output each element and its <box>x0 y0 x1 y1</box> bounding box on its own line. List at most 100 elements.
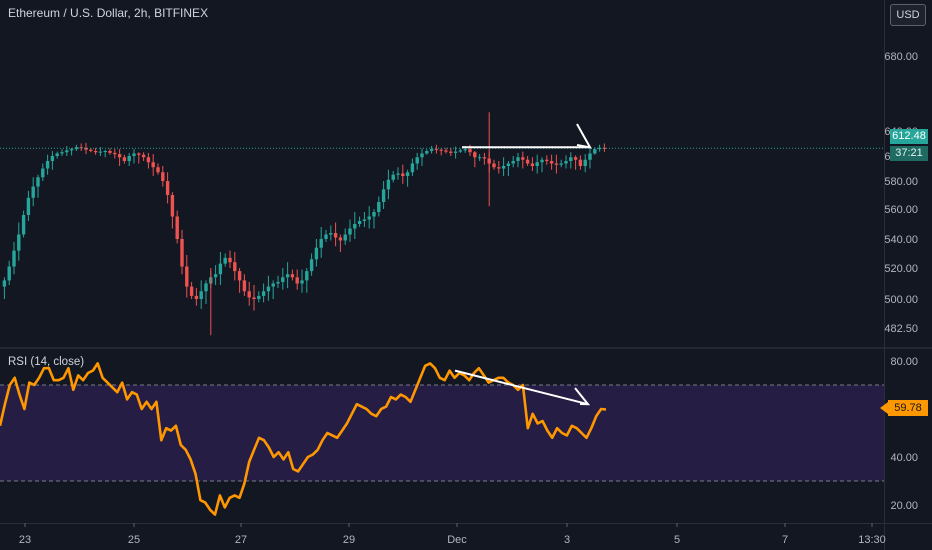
candle-body <box>50 156 55 161</box>
time-tick-label: 29 <box>343 534 355 546</box>
candle-body <box>127 156 131 161</box>
candle-body <box>362 219 367 221</box>
candle-body <box>161 172 165 181</box>
candle-body <box>564 161 568 164</box>
candle-body <box>122 157 127 161</box>
candle-body <box>31 186 35 198</box>
candle-body <box>573 157 578 160</box>
candle-body <box>535 162 539 166</box>
candle-body <box>593 149 597 154</box>
candle <box>530 157 535 171</box>
countdown-label: 37:21 <box>890 146 928 161</box>
price-tick-label: 580.00 <box>884 176 918 188</box>
candle-body <box>194 295 199 299</box>
candle-body <box>189 286 194 296</box>
candle <box>36 174 40 198</box>
candle-body <box>17 234 21 251</box>
candle-body <box>396 173 400 175</box>
candle-body <box>511 161 515 164</box>
candle-body <box>257 295 261 299</box>
candle <box>151 154 155 176</box>
candle-body <box>353 224 357 229</box>
candle <box>492 159 496 170</box>
candle <box>26 190 31 221</box>
candle-body <box>84 147 88 150</box>
candle <box>545 155 549 165</box>
candle <box>420 148 424 166</box>
rsi-panel <box>0 362 607 516</box>
candle <box>578 155 583 170</box>
candle-body <box>492 163 496 168</box>
candle <box>156 163 160 175</box>
price-tick-label: 540.00 <box>884 234 918 246</box>
candle <box>285 262 290 289</box>
time-tick-label: 13:30 <box>858 534 886 546</box>
candle-body <box>521 157 525 160</box>
candle <box>290 269 295 281</box>
candle-body <box>463 149 467 151</box>
candle-body <box>165 181 170 195</box>
candle-body <box>69 149 74 151</box>
candle-body <box>386 179 391 190</box>
candle <box>353 212 357 239</box>
candle-body <box>36 177 40 187</box>
candle <box>525 156 530 166</box>
candle-body <box>405 172 410 176</box>
candle-body <box>497 167 501 169</box>
candle <box>79 143 83 151</box>
candle <box>108 148 112 155</box>
candle-body <box>113 152 117 155</box>
candle <box>117 149 122 166</box>
candle-body <box>391 174 395 180</box>
candle <box>429 146 434 154</box>
candle-body <box>540 159 544 163</box>
candle <box>84 142 88 155</box>
candle <box>521 151 525 169</box>
candle <box>228 250 232 268</box>
candle <box>132 149 136 164</box>
candle <box>276 275 280 289</box>
candle <box>218 252 223 286</box>
candle-body <box>55 153 59 156</box>
candle-body <box>444 150 448 152</box>
candle <box>569 152 573 169</box>
candle-body <box>74 147 79 150</box>
candle-body <box>290 274 295 278</box>
candle <box>549 154 554 170</box>
candle-body <box>477 157 482 159</box>
candle-body <box>348 228 352 235</box>
candle-body <box>233 262 237 272</box>
candle-body <box>357 221 362 224</box>
candle-body <box>141 154 146 158</box>
candle <box>453 146 458 159</box>
candle <box>588 148 592 169</box>
candle <box>449 147 453 156</box>
annotations <box>454 123 592 406</box>
candle <box>535 154 539 174</box>
candle <box>7 260 11 286</box>
candle <box>189 281 194 299</box>
candle <box>511 156 515 168</box>
candle <box>329 225 333 241</box>
candle <box>98 147 103 156</box>
candle <box>242 274 247 296</box>
candle-body <box>434 149 439 151</box>
candle-body <box>425 151 429 154</box>
candle <box>103 149 107 158</box>
currency-button[interactable]: USD <box>890 4 926 26</box>
candle <box>314 239 319 267</box>
candle <box>559 159 563 168</box>
candle <box>266 275 271 301</box>
time-tick-label: Dec <box>447 534 467 546</box>
candle <box>93 147 98 155</box>
candle <box>31 177 35 207</box>
candle <box>271 280 275 299</box>
candle <box>367 206 371 229</box>
candle-body <box>45 161 50 169</box>
candle-body <box>458 150 463 152</box>
candle-body <box>156 167 160 173</box>
price-tick-label: 520.00 <box>884 263 918 275</box>
candle <box>482 152 487 165</box>
candle <box>50 151 55 170</box>
